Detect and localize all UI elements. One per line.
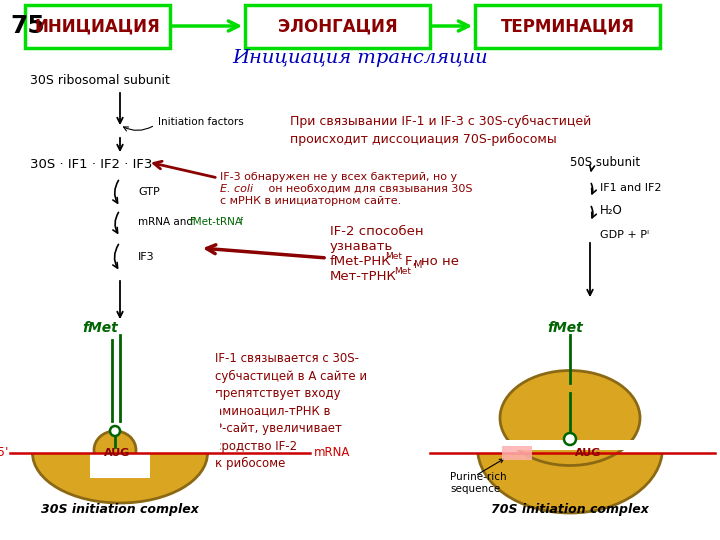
Text: 75: 75 [10,14,45,38]
Text: GDP + Pᴵ: GDP + Pᴵ [600,230,649,240]
Text: fMet: fMet [547,321,583,335]
Text: 5': 5' [0,447,8,460]
Text: GTP: GTP [138,187,160,197]
Text: Purine-rich
sequence: Purine-rich sequence [450,472,507,495]
Text: fMet-РНК: fMet-РНК [330,255,392,268]
Bar [90,453,150,478]
Ellipse shape [500,370,640,465]
Ellipse shape [94,431,136,469]
Text: IF-2 способен: IF-2 способен [330,225,423,238]
FancyBboxPatch shape [245,5,430,48]
Text: F, но не: F, но не [405,255,459,268]
Text: mRNA and: mRNA and [138,217,197,227]
Text: с мРНК в инициаторном сайте.: с мРНК в инициаторном сайте. [220,196,401,206]
Ellipse shape [110,426,120,436]
Text: ТЕРМИНАЦИЯ: ТЕРМИНАЦИЯ [500,17,634,36]
Text: IF-3 обнаружен не у всех бактерий, но у: IF-3 обнаружен не у всех бактерий, но у [220,172,457,182]
Text: E. coli: E. coli [220,184,253,194]
FancyBboxPatch shape [25,5,170,48]
Ellipse shape [564,433,576,445]
FancyBboxPatch shape [475,5,660,48]
Text: 50S subunit: 50S subunit [570,157,640,170]
Ellipse shape [477,383,662,513]
FancyBboxPatch shape [502,446,532,460]
Text: IF1 and IF2: IF1 and IF2 [600,183,662,193]
Text: f: f [240,218,243,226]
Text: 30S ribosomal subunit: 30S ribosomal subunit [30,73,170,86]
Text: AUG: AUG [575,448,601,458]
Text: M: M [414,260,423,270]
Text: он необходим для связывания 30S: он необходим для связывания 30S [265,184,472,194]
Text: Мет-тРНК: Мет-тРНК [330,270,397,283]
Text: Инициация трансляции: Инициация трансляции [232,49,488,67]
Text: ЭЛОНГАЦИЯ: ЭЛОНГАЦИЯ [278,17,397,36]
Text: fMet-tRNA: fMet-tRNA [190,217,243,227]
Text: fMet: fMet [82,321,118,335]
Text: 70S initiation complex: 70S initiation complex [491,503,649,516]
Text: H₂O: H₂O [600,205,623,218]
Text: Initiation factors: Initiation factors [158,117,244,127]
Text: узнавать: узнавать [330,240,393,253]
Bar [495,440,645,450]
Bar [470,373,670,453]
Text: IF-1 связывается с 30S-
субчастицей в А сайте и
препятствует входу
аминоацил-тРН: IF-1 связывается с 30S- субчастицей в А … [215,352,367,470]
Text: 30S initiation complex: 30S initiation complex [41,503,199,516]
Bar [20,393,220,453]
Text: AUG: AUG [104,448,130,458]
Text: mRNA: mRNA [314,447,351,460]
Text: ИНИЦИАЦИЯ: ИНИЦИАЦИЯ [35,17,161,36]
Text: 30S · IF1 · IF2 · IF3: 30S · IF1 · IF2 · IF3 [30,159,153,172]
Text: IF3: IF3 [138,252,155,262]
Text: Met: Met [394,267,411,276]
Text: При связывании IF-1 и IF-3 с 30S-субчастицей
происходит диссоциация 70S-рибосомы: При связывании IF-1 и IF-3 с 30S-субчаст… [290,115,591,146]
Ellipse shape [32,403,207,503]
Text: Met: Met [385,252,402,261]
